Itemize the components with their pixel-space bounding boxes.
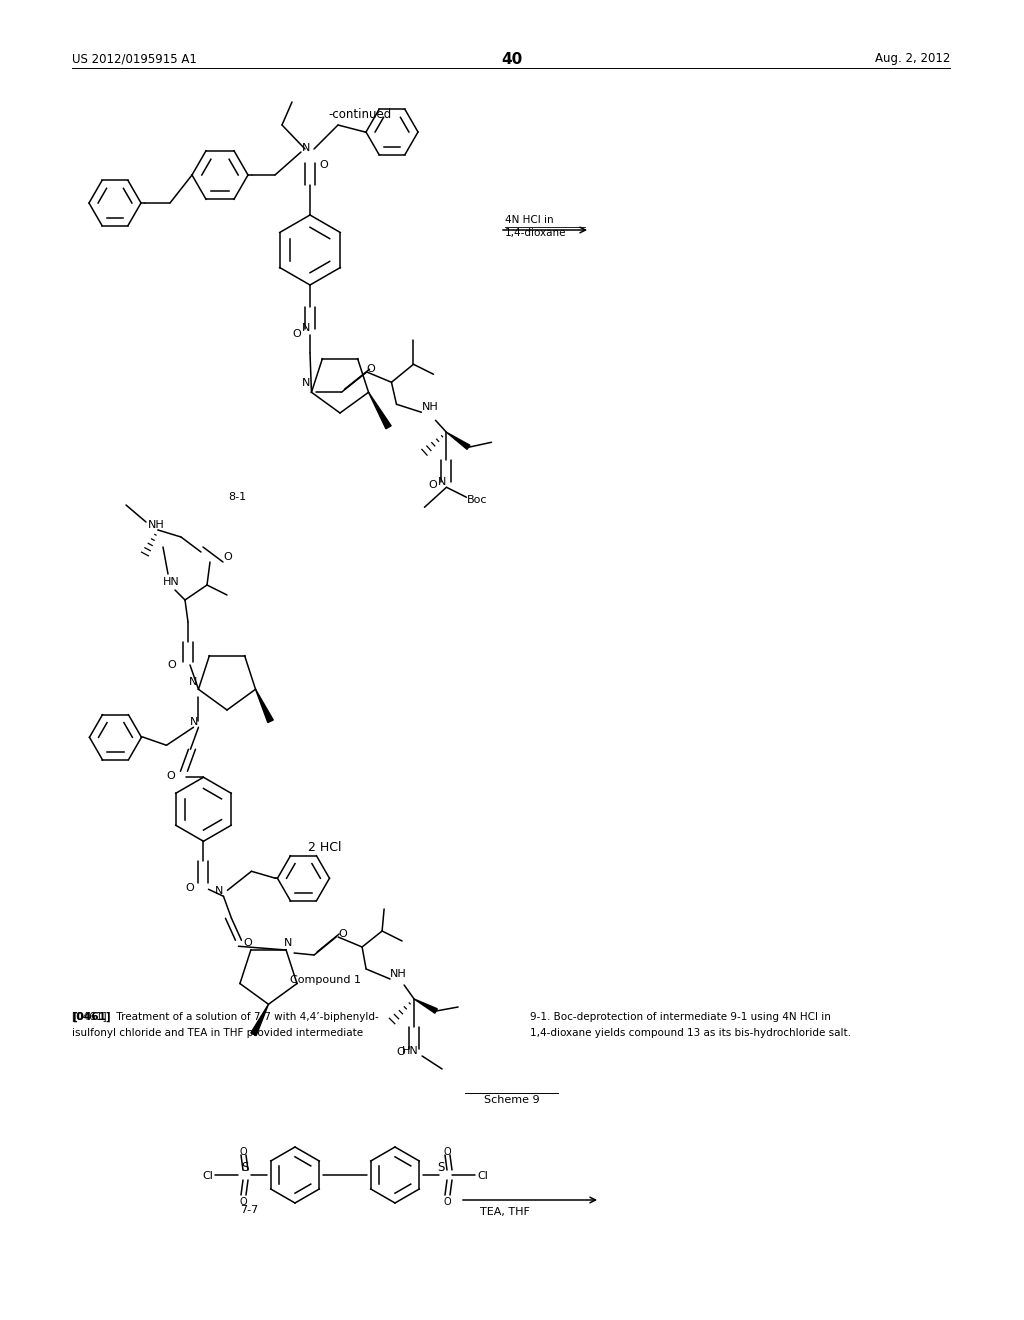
Text: O: O [338, 929, 347, 939]
Text: TEA, THF: TEA, THF [480, 1206, 529, 1217]
Text: NH: NH [390, 969, 407, 979]
Text: Aug. 2, 2012: Aug. 2, 2012 [874, 51, 950, 65]
Text: Boc: Boc [467, 495, 487, 506]
Text: Cl: Cl [202, 1171, 213, 1181]
Text: O: O [443, 1197, 451, 1206]
Polygon shape [256, 689, 273, 722]
Text: 40: 40 [502, 51, 522, 67]
Text: O: O [443, 1147, 451, 1158]
Text: N: N [438, 478, 446, 487]
Text: Scheme 9: Scheme 9 [484, 1096, 540, 1105]
Text: S: S [242, 1162, 249, 1173]
Text: -continued: -continued [328, 108, 391, 121]
Polygon shape [251, 1005, 268, 1036]
Text: O: O [244, 939, 252, 948]
Text: O: O [396, 1047, 404, 1057]
Text: 8-1: 8-1 [228, 492, 246, 502]
Text: O: O [185, 883, 195, 894]
Text: N: N [215, 886, 223, 896]
Text: 7-7: 7-7 [240, 1205, 258, 1214]
Text: 1,4-dioxane yields compound 13 as its bis-hydrochloride salt.: 1,4-dioxane yields compound 13 as its bi… [530, 1028, 851, 1038]
Polygon shape [369, 392, 391, 429]
Text: O: O [240, 1197, 247, 1206]
Text: N: N [284, 939, 292, 948]
Text: O: O [167, 771, 175, 781]
Text: N: N [302, 143, 310, 153]
Text: HN: HN [163, 577, 180, 587]
Text: NH: NH [422, 403, 438, 412]
Text: N: N [302, 379, 310, 388]
Text: isulfonyl chloride and TEA in THF provided intermediate: isulfonyl chloride and TEA in THF provid… [72, 1028, 364, 1038]
Text: O: O [428, 480, 437, 490]
Text: [0461]   Treatment of a solution of 7-7 with 4,4’-biphenyld-: [0461] Treatment of a solution of 7-7 wi… [72, 1012, 379, 1022]
Text: O: O [319, 160, 328, 170]
Text: O: O [240, 1147, 247, 1158]
Text: 2 HCl: 2 HCl [308, 841, 342, 854]
Text: Cl: Cl [477, 1171, 487, 1181]
Text: O: O [292, 329, 301, 339]
Text: O: O [167, 660, 176, 671]
Text: [0461]: [0461] [72, 1012, 111, 1022]
Text: HN: HN [401, 1045, 419, 1056]
Text: O: O [223, 552, 231, 562]
Polygon shape [414, 999, 437, 1014]
Text: N: N [302, 323, 310, 333]
Text: 1,4-dioxane: 1,4-dioxane [505, 228, 566, 238]
Text: US 2012/0195915 A1: US 2012/0195915 A1 [72, 51, 197, 65]
Text: 4N HCl in: 4N HCl in [505, 215, 554, 224]
Text: N: N [189, 677, 198, 688]
Text: O: O [367, 364, 375, 375]
Text: NH: NH [148, 520, 165, 531]
Text: Compound 1: Compound 1 [290, 975, 361, 985]
Text: 9-1. Boc-deprotection of intermediate 9-1 using 4N HCl in: 9-1. Boc-deprotection of intermediate 9-… [530, 1012, 830, 1022]
Polygon shape [446, 432, 470, 449]
Text: N: N [190, 717, 199, 727]
Text: S: S [437, 1162, 444, 1173]
